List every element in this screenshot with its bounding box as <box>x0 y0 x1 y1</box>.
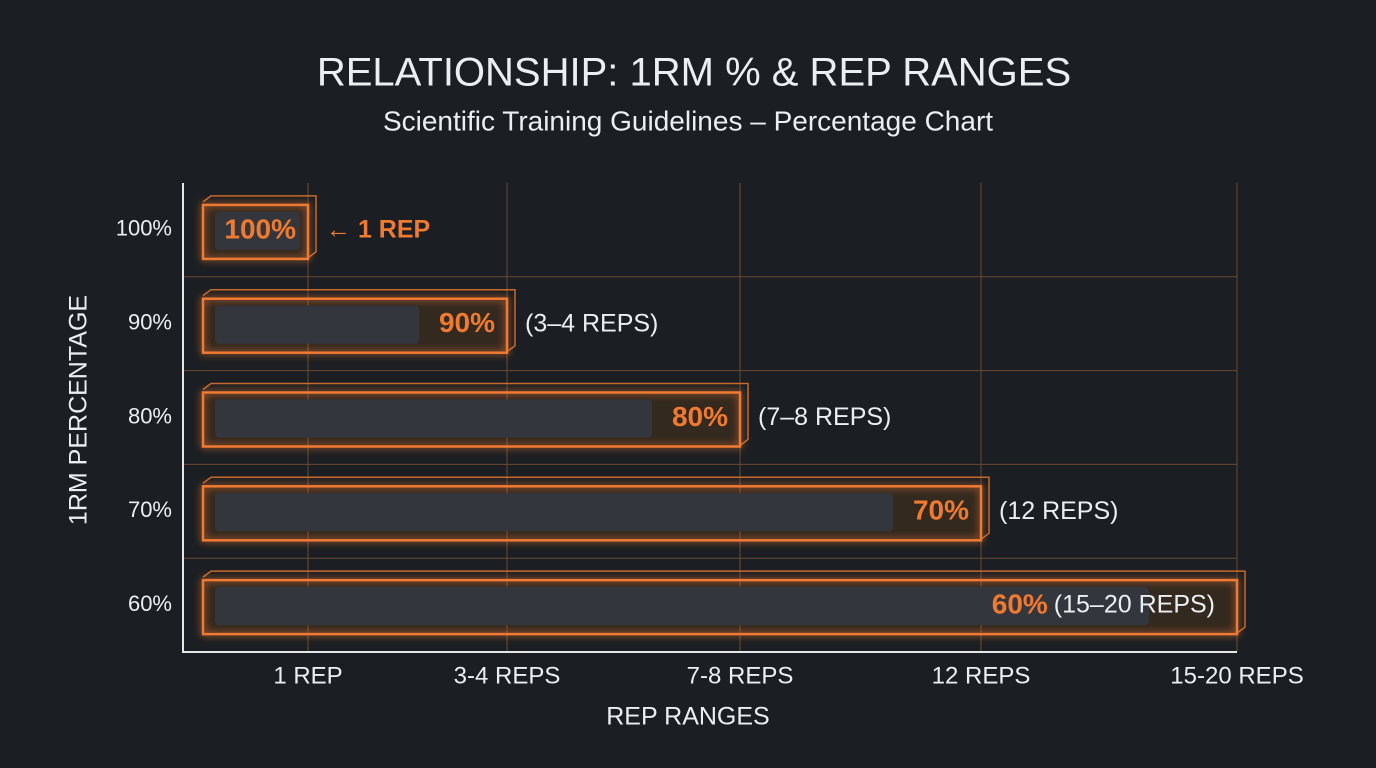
y-tick-label: 100% <box>116 216 172 241</box>
bar-fill <box>215 211 300 250</box>
plot-area: 1 REP 3-4 REPS 7-8 REPS 12 REPS 15-20 REPS 10… <box>116 183 1304 689</box>
y-tick-label: 60% <box>128 591 172 616</box>
annotation: ← 1 REP <box>326 216 430 244</box>
bar-depth <box>202 570 1246 634</box>
annotation: (7–8 REPS) <box>758 403 891 431</box>
value-label: 90% <box>439 307 495 338</box>
value-label: 60% <box>992 588 1048 619</box>
x-axis-label: REP RANGES <box>606 703 769 731</box>
y-axis-label: 1RM PERCENTAGE <box>65 295 93 525</box>
bar-group <box>201 476 990 542</box>
bar-depth <box>202 288 516 353</box>
value-label: 70% <box>913 495 969 526</box>
bar-group <box>201 195 317 261</box>
bar-group <box>201 382 749 448</box>
bar-fill <box>215 305 419 344</box>
bar-group <box>201 570 1246 636</box>
x-tick-label: 1 REP <box>273 662 342 689</box>
y-tick-label: 90% <box>128 310 172 335</box>
value-label: 100% <box>224 213 296 244</box>
x-tick-label: 3-4 REPS <box>454 662 561 689</box>
bar-depth <box>202 382 749 447</box>
bar-fill <box>215 493 893 532</box>
annotation: (12 REPS) <box>999 497 1118 525</box>
x-tick-label: 15-20 REPS <box>1170 662 1303 689</box>
annotation: (3–4 REPS) <box>525 309 658 337</box>
x-tick-label: 12 REPS <box>932 662 1031 689</box>
x-tick-label: 7-8 REPS <box>687 662 794 689</box>
chart-title: RELATIONSHIP: 1RM % & REP RANGES <box>317 51 1071 95</box>
bar-depth <box>202 195 317 259</box>
y-tick-label: 70% <box>128 497 172 522</box>
bar-group <box>201 288 516 354</box>
bar-fill <box>215 587 1149 626</box>
y-tick-label: 80% <box>128 403 172 428</box>
bar-fill <box>215 399 652 438</box>
bar-depth <box>202 476 990 540</box>
chart-subtitle: Scientific Training Guidelines – Percent… <box>383 105 993 136</box>
annotation: (15–20 REPS) <box>1054 591 1215 619</box>
value-label: 80% <box>672 401 728 432</box>
